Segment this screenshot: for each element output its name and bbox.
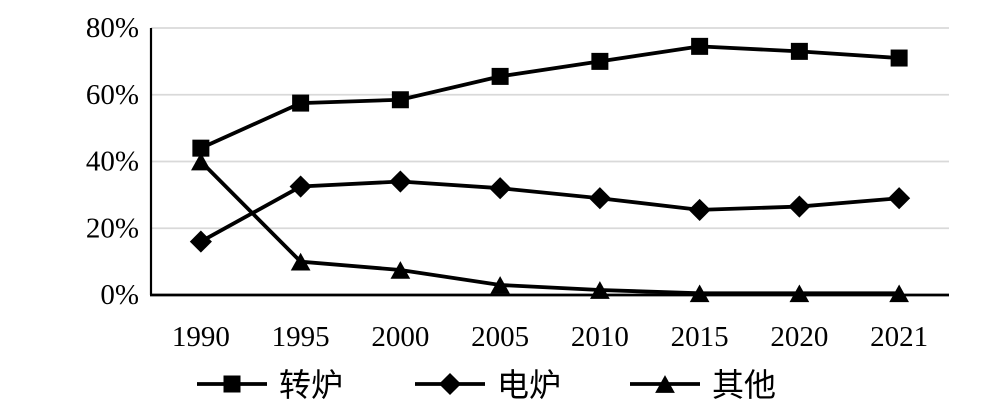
legend-label: 其他 [712, 367, 776, 403]
diamond-marker [888, 187, 911, 210]
y-axis-tick-label: 40% [86, 146, 139, 178]
triangle-marker [490, 276, 510, 294]
square-marker [591, 52, 609, 70]
x-axis-tick-label: 2020 [770, 321, 828, 353]
legend-diamond-marker-icon [438, 372, 462, 396]
series-line [199, 160, 900, 296]
series-diamond [189, 170, 911, 253]
diamond-marker [389, 170, 412, 193]
legend-square-marker-icon [223, 375, 241, 393]
x-axis-tick-label: 2010 [571, 321, 629, 353]
y-axis-tick-label: 0% [100, 279, 139, 311]
triangle-marker [689, 284, 710, 303]
x-axis-tick-label: 1990 [172, 321, 230, 353]
square-marker [790, 42, 808, 60]
triangle-marker [390, 261, 411, 279]
square-marker [292, 94, 310, 112]
legend-label: 转炉 [279, 367, 343, 403]
x-axis-tick-label: 2005 [471, 321, 529, 353]
x-axis-tick-label: 1995 [272, 321, 330, 353]
series-line [200, 44, 900, 150]
square-marker [192, 139, 210, 157]
x-axis-tick-label: 2021 [870, 321, 928, 353]
diamond-marker [289, 175, 312, 198]
triangle-marker [290, 252, 311, 271]
y-axis-tick-label: 60% [86, 79, 139, 111]
legend-item: 其他 [630, 367, 776, 403]
legend-item: 转炉 [197, 367, 343, 403]
square-marker [391, 91, 409, 109]
x-axis-tick-label: 2000 [371, 321, 429, 353]
diamond-marker [688, 198, 711, 221]
series-triangle [191, 152, 909, 303]
legend-item: 电炉 [415, 367, 561, 403]
y-axis-tick-label: 80% [86, 12, 139, 44]
triangle-marker [191, 152, 211, 171]
triangle-marker [889, 284, 909, 303]
square-marker [691, 37, 709, 55]
triangle-marker [590, 281, 610, 299]
legend-label: 电炉 [497, 367, 561, 403]
diamond-marker [588, 187, 611, 210]
diamond-marker [788, 195, 811, 218]
x-axis-tick-label: 2015 [671, 321, 729, 353]
triangle-marker [789, 284, 810, 303]
square-marker [890, 49, 908, 67]
diamond-marker [189, 230, 212, 253]
series-square [192, 37, 908, 157]
legend-triangle-marker-icon [655, 375, 675, 393]
square-marker [491, 67, 509, 85]
diamond-marker [489, 177, 512, 200]
y-axis-tick-label: 20% [86, 212, 139, 244]
series-line [199, 179, 900, 244]
